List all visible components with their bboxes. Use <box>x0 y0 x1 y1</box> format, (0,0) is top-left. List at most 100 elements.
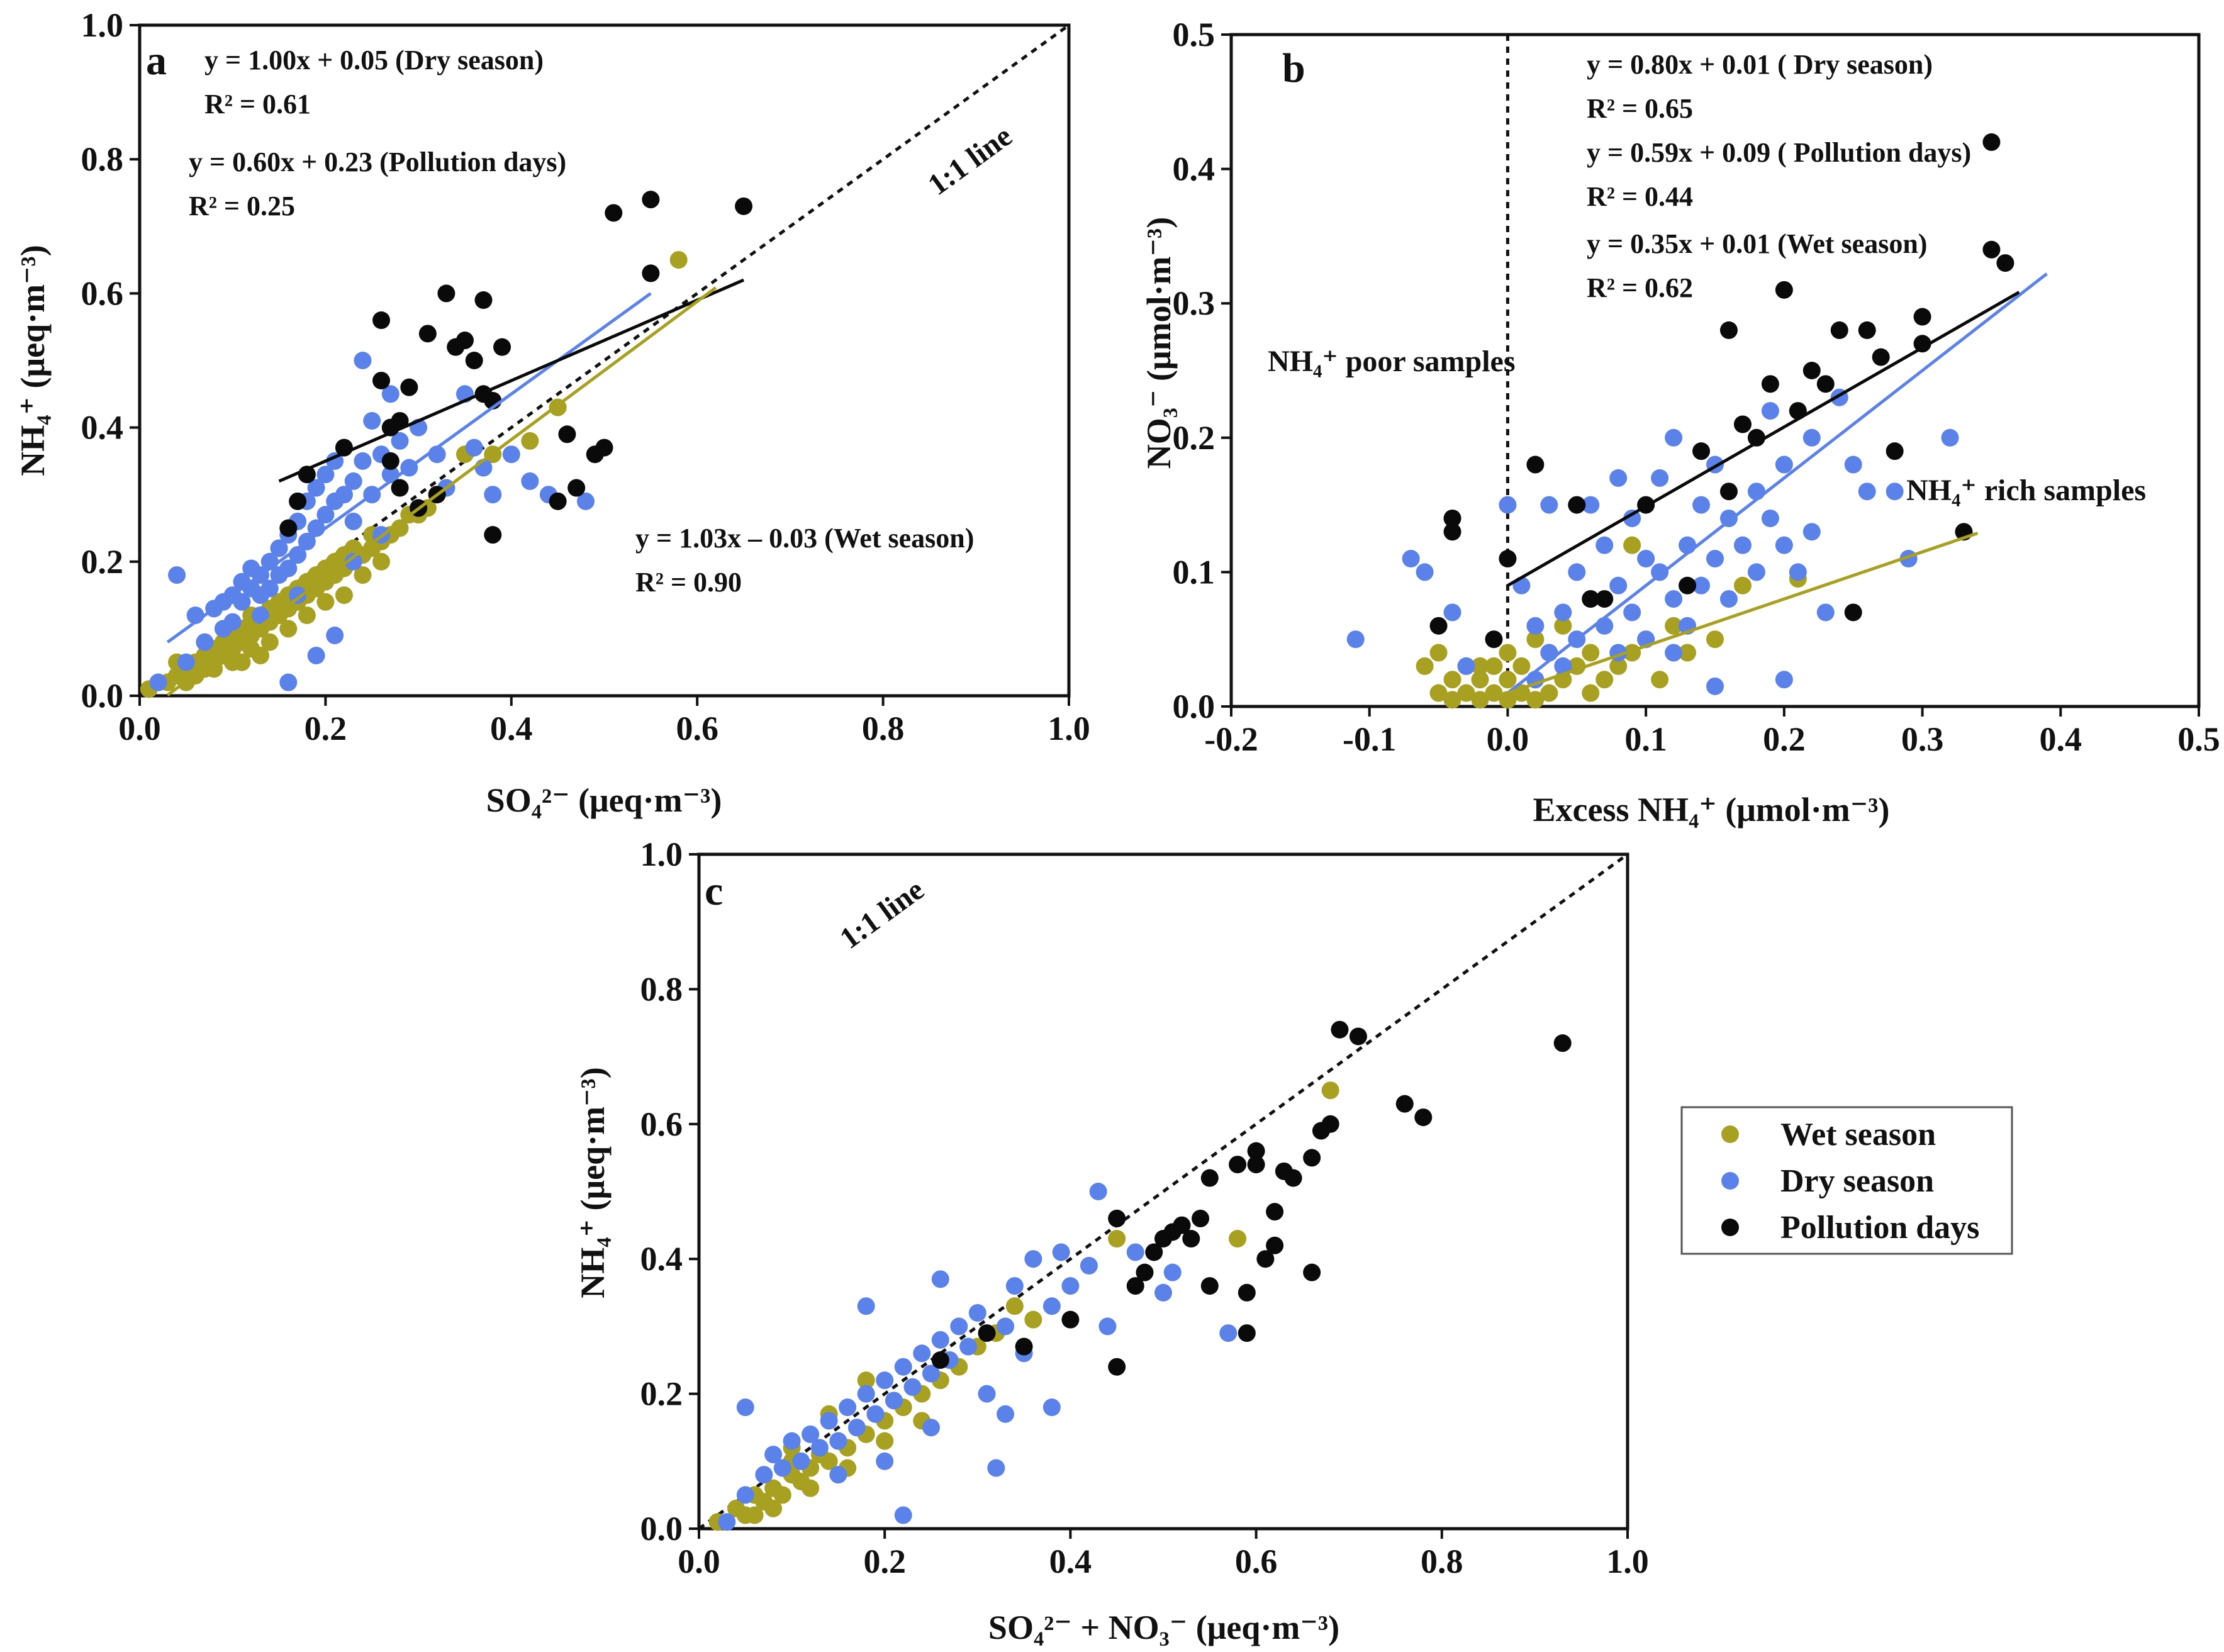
panel-c-y-tick-label: 0.4 <box>640 1240 683 1278</box>
panel-c-point-dry-season <box>736 1398 754 1417</box>
panel-a-point-pollution-days <box>279 519 298 537</box>
panel-a-point-wet-season <box>260 633 279 651</box>
panel-b-point-dry-season <box>1665 590 1683 608</box>
panel-c-x-tick-label: 1.0 <box>1606 1543 1649 1580</box>
panel-a-point-pollution-days <box>493 338 511 356</box>
panel-b-point-wet-season <box>1457 684 1475 702</box>
panel-a-point-dry-season <box>196 633 214 651</box>
panel-c-y-title: NH₄⁺ (μeq·m⁻³) <box>574 1067 612 1298</box>
panel-a-x-tick-label: 0.4 <box>490 710 533 747</box>
panel-c-point-dry-season <box>857 1385 875 1403</box>
panel-c-point-pollution-days <box>1200 1277 1219 1295</box>
panel-b-point-wet-season <box>1471 691 1489 709</box>
panel-b-point-wet-season <box>1499 671 1517 689</box>
panel-c-point-pollution-days <box>1136 1263 1154 1281</box>
panel-b-point-wet-season <box>1706 630 1724 649</box>
panel-c-point-dry-season <box>755 1466 773 1484</box>
panel-c-point-wet-season <box>1108 1230 1126 1248</box>
panel-c-point-dry-season <box>894 1358 912 1376</box>
panel-a-letter: a <box>146 38 167 84</box>
panel-b-point-pollution-days <box>1996 254 2014 272</box>
panel-a-point-pollution-days <box>289 492 307 510</box>
panel-a-point-wet-season <box>391 519 409 537</box>
panel-a-ticks: 0.0 0.2 0.4 0.6 0.8 1.0 0.0 0.2 0.4 0.6 0.8 1.0 <box>81 6 1090 747</box>
panel-c-point-dry-season <box>764 1446 783 1464</box>
panel-c-point-pollution-days <box>1145 1243 1163 1261</box>
panel-c-point-dry-season <box>829 1466 847 1484</box>
panel-b-point-pollution-days <box>1499 550 1517 568</box>
panel-b-point-pollution-days <box>1679 576 1697 594</box>
panel-b-ticks: -0.2 -0.1 0.0 0.1 0.2 0.3 0.4 0.5 0.0 0.1 0.2 0.3 0.… <box>1173 16 2220 758</box>
panel-a-fit-lines <box>166 278 745 697</box>
panel-b-point-dry-season <box>1844 455 1862 474</box>
panel-b-point-dry-season <box>1706 550 1724 568</box>
panel-b-point-wet-season <box>1665 617 1683 635</box>
panel-b-r2-dry: R² = 0.65 <box>1587 93 1693 124</box>
panel-a-point-dry-season <box>279 559 298 578</box>
panel-c-point-dry-season <box>783 1432 801 1450</box>
legend-label-pollution: Pollution days <box>1780 1210 1979 1246</box>
panel-b-point-pollution-days <box>1443 523 1461 541</box>
panel-c-x-tick-label: 0.2 <box>863 1543 906 1580</box>
panel-c: 0.0 0.2 0.4 0.6 0.8 1.0 0.0 0.2 0.4 0.6 0.8 1.0 c 1… <box>574 835 1649 1646</box>
panel-c-point-pollution-days <box>1256 1250 1275 1268</box>
panel-b-point-dry-season <box>1540 496 1558 514</box>
panel-c-point-pollution-days <box>1108 1358 1126 1376</box>
panel-b-x-title: Excess NH₄⁺ (μmol·m⁻³) <box>1533 791 1890 829</box>
panel-a-point-dry-season <box>344 512 362 530</box>
panel-b-x-tick-label: 0.0 <box>1487 720 1529 758</box>
panel-b-letter: b <box>1282 45 1305 91</box>
panel-a-one-to-one-label: 1:1 line <box>922 119 1018 201</box>
panel-b-point-wet-season <box>1651 671 1669 689</box>
panel-b-point-wet-season <box>1499 691 1517 709</box>
panel-c-point-pollution-days <box>1108 1209 1126 1227</box>
panel-a-y-tick-label: 0.8 <box>81 140 124 178</box>
panel-b-point-pollution-days <box>1582 590 1600 608</box>
panel-a-point-pollution-days <box>549 492 567 510</box>
panel-c-point-pollution-days <box>1182 1230 1200 1248</box>
panel-b-point-wet-season <box>1485 684 1503 702</box>
panel-c-point-wet-season <box>773 1486 791 1504</box>
panel-b-point-pollution-days <box>1595 590 1614 608</box>
panel-c-point-dry-season <box>959 1337 978 1356</box>
panel-b-x-tick-label: 0.2 <box>1763 720 1806 758</box>
panel-c-point-pollution-days <box>1015 1337 1033 1356</box>
panel-c-point-pollution-days <box>1238 1324 1256 1342</box>
panel-c-point-dry-season <box>903 1378 922 1396</box>
panel-b-point-pollution-days <box>1982 133 2001 151</box>
panel-a-x-tick-label: 0.2 <box>305 710 347 747</box>
panel-a-point-wet-season <box>205 660 223 678</box>
panel-a-point-pollution-days <box>391 411 409 430</box>
legend: Wet season Dry season Pollution days <box>1680 1106 2013 1255</box>
panel-c-point-dry-season <box>1089 1183 1107 1200</box>
panel-a-point-pollution-days <box>605 204 623 222</box>
panel-a-point-dry-season <box>576 492 595 510</box>
panel-b-point-pollution-days <box>1747 428 1765 447</box>
panel-a-point-wet-season <box>669 251 688 269</box>
panel-a-point-dry-season <box>381 385 400 403</box>
panel-b-point-pollution-days <box>1719 483 1738 501</box>
panel-b-point-dry-season <box>1554 657 1572 675</box>
panel-b-point-dry-season <box>1665 644 1683 662</box>
panel-a-point-dry-season <box>316 506 335 524</box>
panel-c-x-tick-label: 0.6 <box>1235 1543 1278 1580</box>
panel-c-point-dry-season <box>839 1398 857 1417</box>
panel-c-point-pollution-days <box>1266 1236 1284 1254</box>
panel-c-point-dry-season <box>997 1405 1015 1423</box>
panel-b-x-tick-label: 0.4 <box>2040 720 2082 758</box>
panel-b-x-tick-label: -0.1 <box>1343 720 1396 758</box>
panel-b-fit-wet-season <box>1507 532 1979 695</box>
panel-b-x-tick-label: 0.5 <box>2177 720 2220 758</box>
panel-b-y-tick-label: 0.3 <box>1173 284 1215 322</box>
panel-b-point-wet-season <box>1416 657 1434 675</box>
panel-c-point-dry-season <box>987 1459 1005 1477</box>
panel-a-point-dry-season <box>307 647 325 665</box>
panel-a-fit-wet-season <box>166 286 717 697</box>
panel-c-point-pollution-days <box>1553 1034 1572 1052</box>
panel-c-point-pollution-days <box>1414 1108 1433 1127</box>
panel-c-letter: c <box>705 868 723 914</box>
panel-b-point-dry-season <box>1692 576 1711 594</box>
legend-marker-wet <box>1721 1125 1739 1143</box>
legend-label-dry: Dry season <box>1780 1163 1934 1199</box>
